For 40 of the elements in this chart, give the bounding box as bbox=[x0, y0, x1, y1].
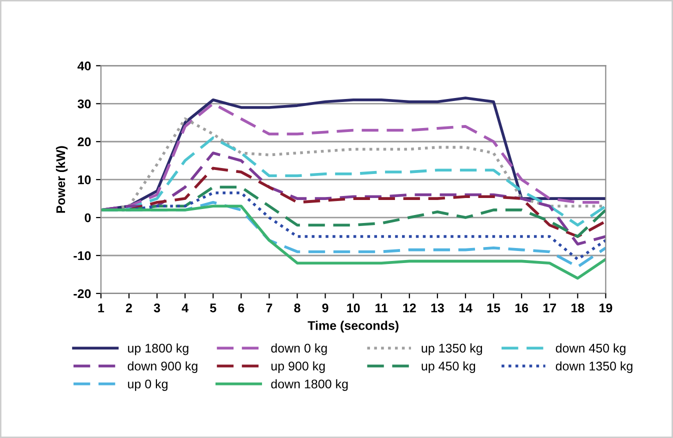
x-tick-label: 7 bbox=[266, 304, 272, 312]
x-tick-label: 11 bbox=[376, 304, 388, 312]
legend-label: down 450 kg bbox=[556, 343, 626, 356]
legend-label: up 900 kg bbox=[271, 361, 325, 373]
y-tick-label: 40 bbox=[78, 62, 91, 70]
legend-label: up 0 kg bbox=[128, 379, 168, 391]
line-series bbox=[100, 204, 606, 280]
x-tick-label: 16 bbox=[515, 304, 528, 312]
legend-label: down 1800 kg bbox=[271, 379, 348, 391]
y-tick-label: 30 bbox=[78, 99, 91, 108]
x-axis-title: Time (seconds) bbox=[308, 320, 398, 332]
y-axis-title: Power (kW) bbox=[56, 146, 68, 213]
x-tick-label: 8 bbox=[294, 304, 300, 312]
y-tick-label: 20 bbox=[78, 137, 91, 146]
x-tick-label: 1 bbox=[98, 304, 104, 312]
legend-label: down 1350 kg bbox=[556, 361, 632, 373]
x-tick-label: 15 bbox=[487, 304, 500, 312]
line-series bbox=[100, 152, 606, 246]
x-tick-label: 5 bbox=[210, 304, 216, 312]
x-tick-label: 13 bbox=[431, 304, 444, 312]
x-tick-label: 14 bbox=[459, 304, 472, 312]
x-tick-label: 12 bbox=[403, 304, 416, 312]
y-tick-label: 0 bbox=[84, 213, 91, 222]
x-tick-label: 4 bbox=[182, 304, 188, 312]
x-tick-label: 19 bbox=[600, 304, 612, 312]
legend-label: up 1350 kg bbox=[422, 343, 482, 356]
legend-label: down 0 kg bbox=[271, 343, 327, 356]
x-tick-label: 17 bbox=[543, 304, 556, 312]
y-tick-label: -20 bbox=[74, 289, 91, 298]
y-tick-label: 10 bbox=[78, 175, 91, 184]
x-tick-label: 10 bbox=[347, 304, 360, 312]
legend-label: up 450 kg bbox=[422, 361, 476, 373]
legend-label: down 900 kg bbox=[128, 361, 198, 373]
x-tick-label: 3 bbox=[154, 304, 160, 312]
x-tick-label: 9 bbox=[322, 304, 328, 312]
x-tick-label: 6 bbox=[238, 304, 244, 312]
y-tick-label: -10 bbox=[74, 251, 91, 260]
x-tick-label: 2 bbox=[126, 304, 132, 312]
legend-label: up 1800 kg bbox=[128, 343, 188, 356]
x-tick-label: 18 bbox=[571, 304, 584, 312]
